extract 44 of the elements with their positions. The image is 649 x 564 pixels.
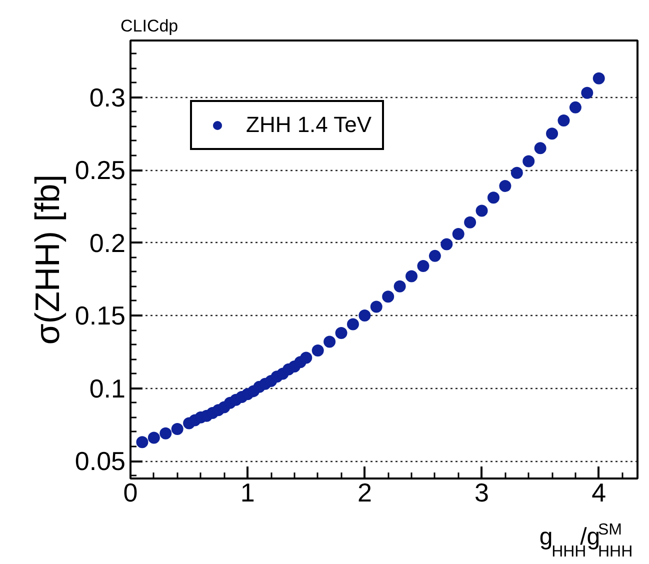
y-tick-label: 0.1 bbox=[89, 373, 126, 404]
x-tick-label: 1 bbox=[240, 478, 255, 508]
point bbox=[440, 238, 453, 250]
point bbox=[335, 326, 348, 339]
point bbox=[358, 310, 371, 322]
point bbox=[417, 260, 430, 272]
point bbox=[546, 128, 558, 140]
point bbox=[452, 228, 464, 240]
point bbox=[160, 427, 172, 440]
x-tick-label: 3 bbox=[474, 478, 490, 508]
point bbox=[324, 336, 336, 348]
point bbox=[394, 280, 406, 292]
point bbox=[406, 270, 418, 282]
point bbox=[370, 300, 382, 313]
point bbox=[382, 290, 394, 303]
y-tick-label: 0.05 bbox=[74, 446, 126, 476]
point bbox=[487, 192, 500, 204]
x-tick-label: 4 bbox=[592, 478, 606, 508]
point bbox=[148, 432, 160, 444]
y-tick-label: 0.2 bbox=[89, 228, 126, 258]
y-tick-label: 0.15 bbox=[74, 300, 126, 331]
point bbox=[300, 352, 312, 364]
point bbox=[346, 318, 359, 330]
point bbox=[510, 166, 523, 179]
point bbox=[569, 101, 582, 114]
point bbox=[581, 86, 594, 99]
x-tick-label: 2 bbox=[357, 478, 372, 508]
point bbox=[534, 142, 546, 154]
point bbox=[428, 250, 441, 262]
point bbox=[522, 155, 535, 168]
y-axis-title: σ(ZHH) [fb] bbox=[28, 174, 67, 345]
chart-title: CLICdp bbox=[120, 16, 178, 36]
legend-label: ZHH 1.4 TeV bbox=[246, 112, 372, 138]
y-tick-label: 0.25 bbox=[74, 155, 126, 186]
point bbox=[499, 180, 512, 192]
point bbox=[464, 216, 476, 228]
point bbox=[592, 72, 605, 84]
point bbox=[558, 114, 570, 127]
point bbox=[171, 423, 184, 436]
point bbox=[136, 436, 148, 448]
point bbox=[312, 344, 324, 356]
y-tick-label: 0.3 bbox=[89, 82, 126, 112]
point bbox=[476, 204, 488, 217]
x-tick-label: 0 bbox=[123, 478, 138, 508]
